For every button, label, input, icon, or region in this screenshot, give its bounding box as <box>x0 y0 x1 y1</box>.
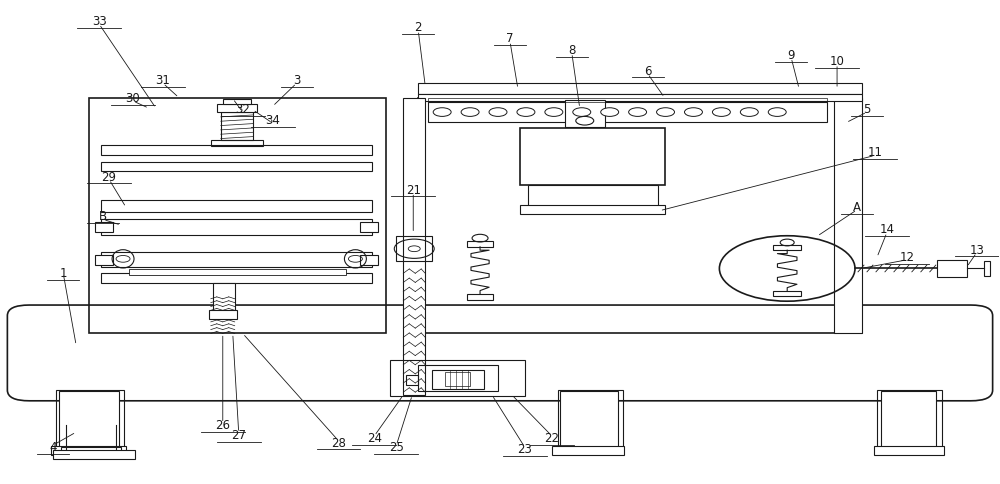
Text: A: A <box>853 201 861 214</box>
Text: 13: 13 <box>969 243 984 257</box>
Bar <box>528 185 658 211</box>
Bar <box>445 372 470 386</box>
Bar <box>773 245 801 250</box>
Text: 22: 22 <box>544 432 559 445</box>
Bar <box>418 98 862 333</box>
Circle shape <box>545 108 563 116</box>
Circle shape <box>433 108 451 116</box>
Circle shape <box>461 108 479 116</box>
Bar <box>209 310 237 319</box>
Circle shape <box>657 108 675 116</box>
Bar <box>101 252 372 267</box>
Bar <box>558 390 623 453</box>
Circle shape <box>684 108 702 116</box>
Bar <box>877 390 942 453</box>
Bar <box>520 205 665 214</box>
Text: 24: 24 <box>367 432 382 445</box>
Text: 9: 9 <box>787 49 795 62</box>
Text: 31: 31 <box>156 74 170 87</box>
Bar <box>418 94 862 102</box>
Bar <box>984 261 990 276</box>
Bar <box>89 98 386 333</box>
Text: 29: 29 <box>102 170 117 183</box>
Text: 25: 25 <box>389 441 404 454</box>
Bar <box>56 390 124 453</box>
Text: 32: 32 <box>235 103 250 116</box>
Bar <box>406 375 418 385</box>
Bar <box>552 446 624 454</box>
Circle shape <box>768 108 786 116</box>
Bar <box>360 255 378 265</box>
Circle shape <box>712 108 730 116</box>
Bar <box>51 446 126 454</box>
Bar <box>560 391 618 452</box>
Circle shape <box>408 246 420 252</box>
Bar <box>101 200 372 212</box>
Bar <box>881 391 936 452</box>
Text: 33: 33 <box>92 15 106 28</box>
Text: 28: 28 <box>331 437 346 450</box>
Circle shape <box>489 108 507 116</box>
Text: 1: 1 <box>59 267 67 280</box>
Bar <box>403 98 425 395</box>
Bar <box>101 273 372 283</box>
Text: 4: 4 <box>49 441 57 454</box>
FancyBboxPatch shape <box>7 305 993 401</box>
Text: 27: 27 <box>231 429 246 442</box>
Text: 30: 30 <box>126 92 140 105</box>
Bar <box>467 294 493 300</box>
Bar <box>95 222 113 232</box>
Text: 14: 14 <box>879 224 894 237</box>
Bar <box>59 391 119 452</box>
Circle shape <box>573 108 591 116</box>
Text: 12: 12 <box>899 251 914 264</box>
Bar <box>101 145 372 155</box>
Bar <box>101 219 372 235</box>
Bar <box>418 83 862 94</box>
Text: 10: 10 <box>830 55 844 68</box>
Bar <box>221 112 253 140</box>
Bar <box>211 140 263 146</box>
Circle shape <box>629 108 647 116</box>
Bar <box>213 283 235 315</box>
Bar <box>773 291 801 296</box>
Bar <box>61 447 121 453</box>
Text: 7: 7 <box>506 32 514 45</box>
Text: 23: 23 <box>517 443 532 456</box>
Circle shape <box>601 108 619 116</box>
Bar <box>467 241 493 247</box>
Circle shape <box>517 108 535 116</box>
Bar <box>360 222 378 232</box>
Bar <box>428 98 827 103</box>
Text: 26: 26 <box>215 419 230 432</box>
Bar <box>520 128 665 185</box>
Bar <box>53 450 135 458</box>
Bar <box>432 369 484 389</box>
Bar <box>428 103 827 121</box>
Text: 34: 34 <box>265 114 280 127</box>
Bar <box>129 269 346 275</box>
Bar <box>390 360 525 396</box>
Text: 5: 5 <box>863 103 871 116</box>
Text: 3: 3 <box>293 74 300 87</box>
Text: 8: 8 <box>568 44 575 57</box>
Bar <box>101 162 372 171</box>
Text: 11: 11 <box>867 147 882 159</box>
Bar <box>418 365 498 391</box>
Bar <box>874 446 944 454</box>
Bar <box>95 255 113 265</box>
Bar <box>565 100 605 127</box>
Circle shape <box>740 108 758 116</box>
Bar <box>223 99 251 105</box>
Bar <box>834 98 862 333</box>
Bar <box>937 260 967 277</box>
Text: 2: 2 <box>414 21 422 34</box>
Text: 21: 21 <box>406 183 421 197</box>
Text: 6: 6 <box>644 65 651 77</box>
Bar <box>217 105 257 112</box>
Bar <box>396 236 432 261</box>
Text: B: B <box>99 211 107 224</box>
